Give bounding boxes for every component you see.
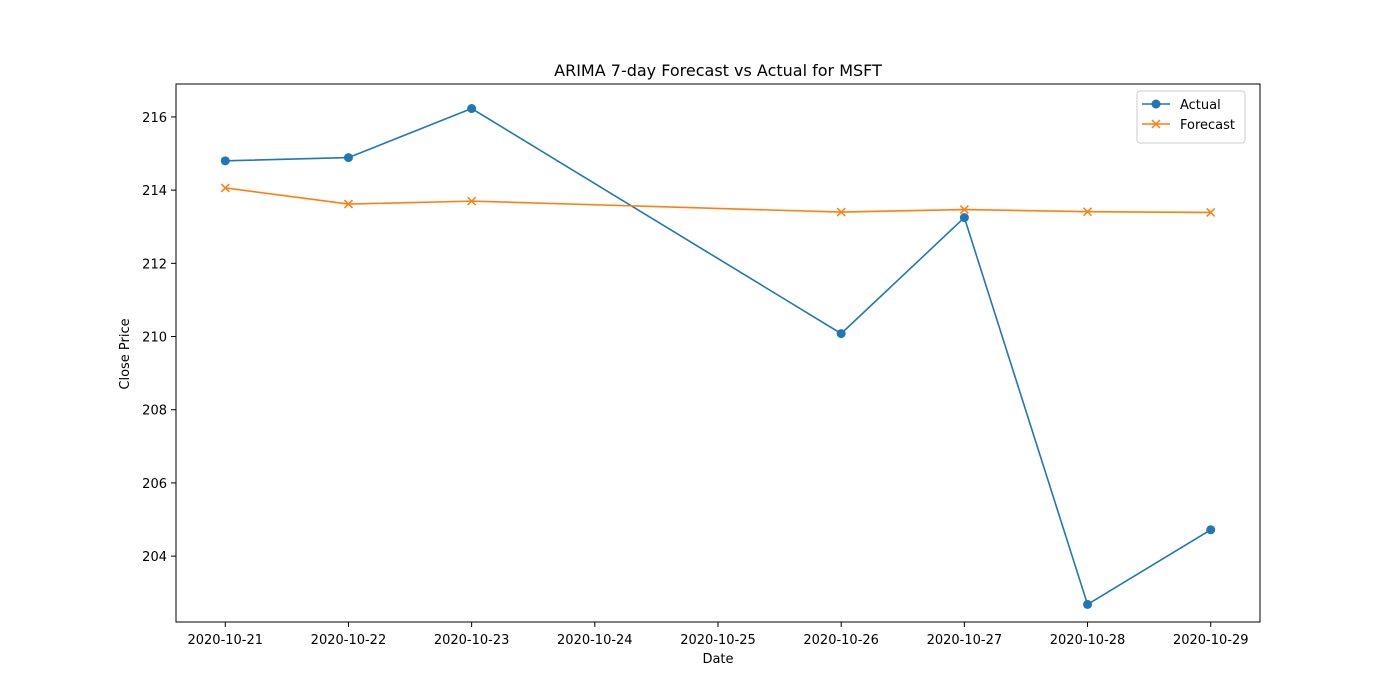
x-tick-label: 2020-10-23 — [434, 633, 510, 648]
y-tick-label: 212 — [142, 257, 167, 272]
x-axis-label: Date — [702, 652, 733, 667]
y-tick-label: 216 — [142, 111, 167, 126]
chart-title: ARIMA 7-day Forecast vs Actual for MSFT — [554, 61, 882, 80]
forecast-data-point — [836, 207, 846, 217]
legend-label-forecast: Forecast — [1180, 118, 1235, 133]
y-tick-label: 210 — [142, 331, 167, 346]
y-tick-label: 204 — [142, 550, 167, 565]
x-tick-label: 2020-10-28 — [1050, 633, 1126, 648]
x-tick-label: 2020-10-27 — [927, 633, 1003, 648]
axes-frame — [175, 83, 1261, 623]
x-tick-label: 2020-10-21 — [187, 633, 263, 648]
forecast-series-line — [225, 187, 1211, 214]
forecast-data-point — [343, 199, 353, 209]
legend-marker-actual — [1151, 99, 1161, 109]
y-axis-label: Close Price — [118, 318, 133, 389]
y-tick-label: 206 — [142, 477, 167, 492]
forecast-data-point — [1206, 207, 1216, 217]
legend-label-actual: Actual — [1180, 98, 1221, 113]
y-tick-label: 214 — [142, 184, 167, 199]
actual-data-point — [220, 156, 230, 166]
legend-marker-forecast — [1151, 119, 1161, 129]
forecast-data-point — [959, 205, 969, 215]
actual-data-point — [343, 153, 353, 163]
legend: Actual Forecast — [1136, 90, 1246, 144]
actual-data-point — [1083, 599, 1093, 609]
x-tick-label: 2020-10-25 — [680, 633, 756, 648]
forecast-data-point — [220, 183, 230, 193]
actual-data-point — [1206, 525, 1216, 535]
actual-data-point — [467, 104, 477, 114]
actual-series-line — [225, 107, 1212, 606]
actual-data-point — [959, 213, 969, 223]
actual-data-point — [836, 329, 846, 339]
x-tick-label: 2020-10-26 — [803, 633, 879, 648]
forecast-data-point — [1083, 207, 1093, 217]
y-tick-label: 208 — [142, 404, 167, 419]
forecast-data-point — [467, 196, 477, 206]
x-tick-label: 2020-10-22 — [311, 633, 387, 648]
x-tick-label: 2020-10-24 — [557, 633, 633, 648]
plot-area: 2020-10-21 2020-10-22 2020-10-23 2020-10-24… — [142, 83, 1261, 648]
x-tick-label: 2020-10-29 — [1173, 633, 1249, 648]
